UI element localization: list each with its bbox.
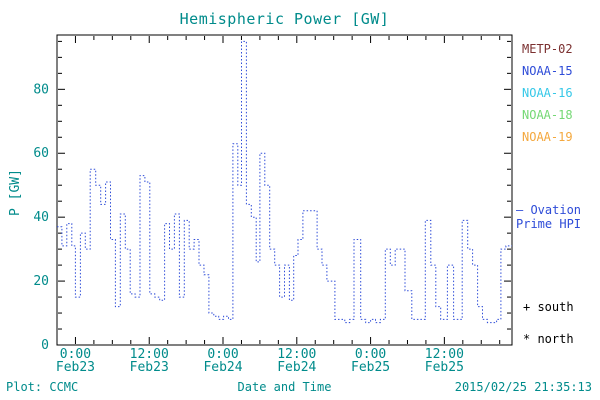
legend-item-noaa-16: NOAA-16 [522,86,573,100]
x-tick-time-label: 12:00 [425,347,464,362]
y-axis-label: P [GW] [8,169,23,216]
y-tick-label: 60 [33,146,49,161]
legend-item-noaa-19: NOAA-19 [522,130,573,144]
legend-item-metp-02: METP-02 [522,42,573,56]
x-tick-time-label: 0:00 [60,347,91,362]
y-tick-label: 40 [33,210,49,225]
y-tick-label: 20 [33,274,49,289]
x-tick-time-label: 12:00 [277,347,316,362]
x-tick-date-label: Feb23 [130,360,169,375]
y-tick-label: 80 [33,82,49,97]
south-marker-label: + south [523,300,574,314]
x-tick-time-label: 12:00 [130,347,169,362]
ovation-label-line1: — Ovation [516,203,582,217]
x-tick-time-label: 0:00 [355,347,386,362]
plot-credit: Plot: CCMC [6,380,79,394]
legend: METP-02 NOAA-15 NOAA-16 NOAA-18 NOAA-19 [522,42,573,152]
x-tick-date-label: Feb24 [203,360,242,375]
chart-title: Hemispheric Power [GW] [179,10,390,28]
x-axis-label: Date and Time [237,380,332,394]
legend-item-noaa-18: NOAA-18 [522,108,573,122]
plot-timestamp: 2015/02/25 21:35:13 [454,380,592,394]
x-tick-date-label: Feb25 [351,360,390,375]
x-tick-time-label: 0:00 [207,347,238,362]
x-tick-date-label: Feb23 [56,360,95,375]
legend-item-noaa-15: NOAA-15 [522,64,573,78]
y-tick-label: 0 [41,338,49,353]
plot-frame [56,34,513,346]
hpi-step-line [57,40,512,324]
x-tick-date-label: Feb24 [277,360,316,375]
ovation-prime-hpi-label: — Ovation Prime HPI [516,203,581,231]
ovation-label-line2: Prime HPI [516,217,582,231]
north-marker-label: * north [523,332,574,346]
x-tick-date-label: Feb25 [425,360,464,375]
